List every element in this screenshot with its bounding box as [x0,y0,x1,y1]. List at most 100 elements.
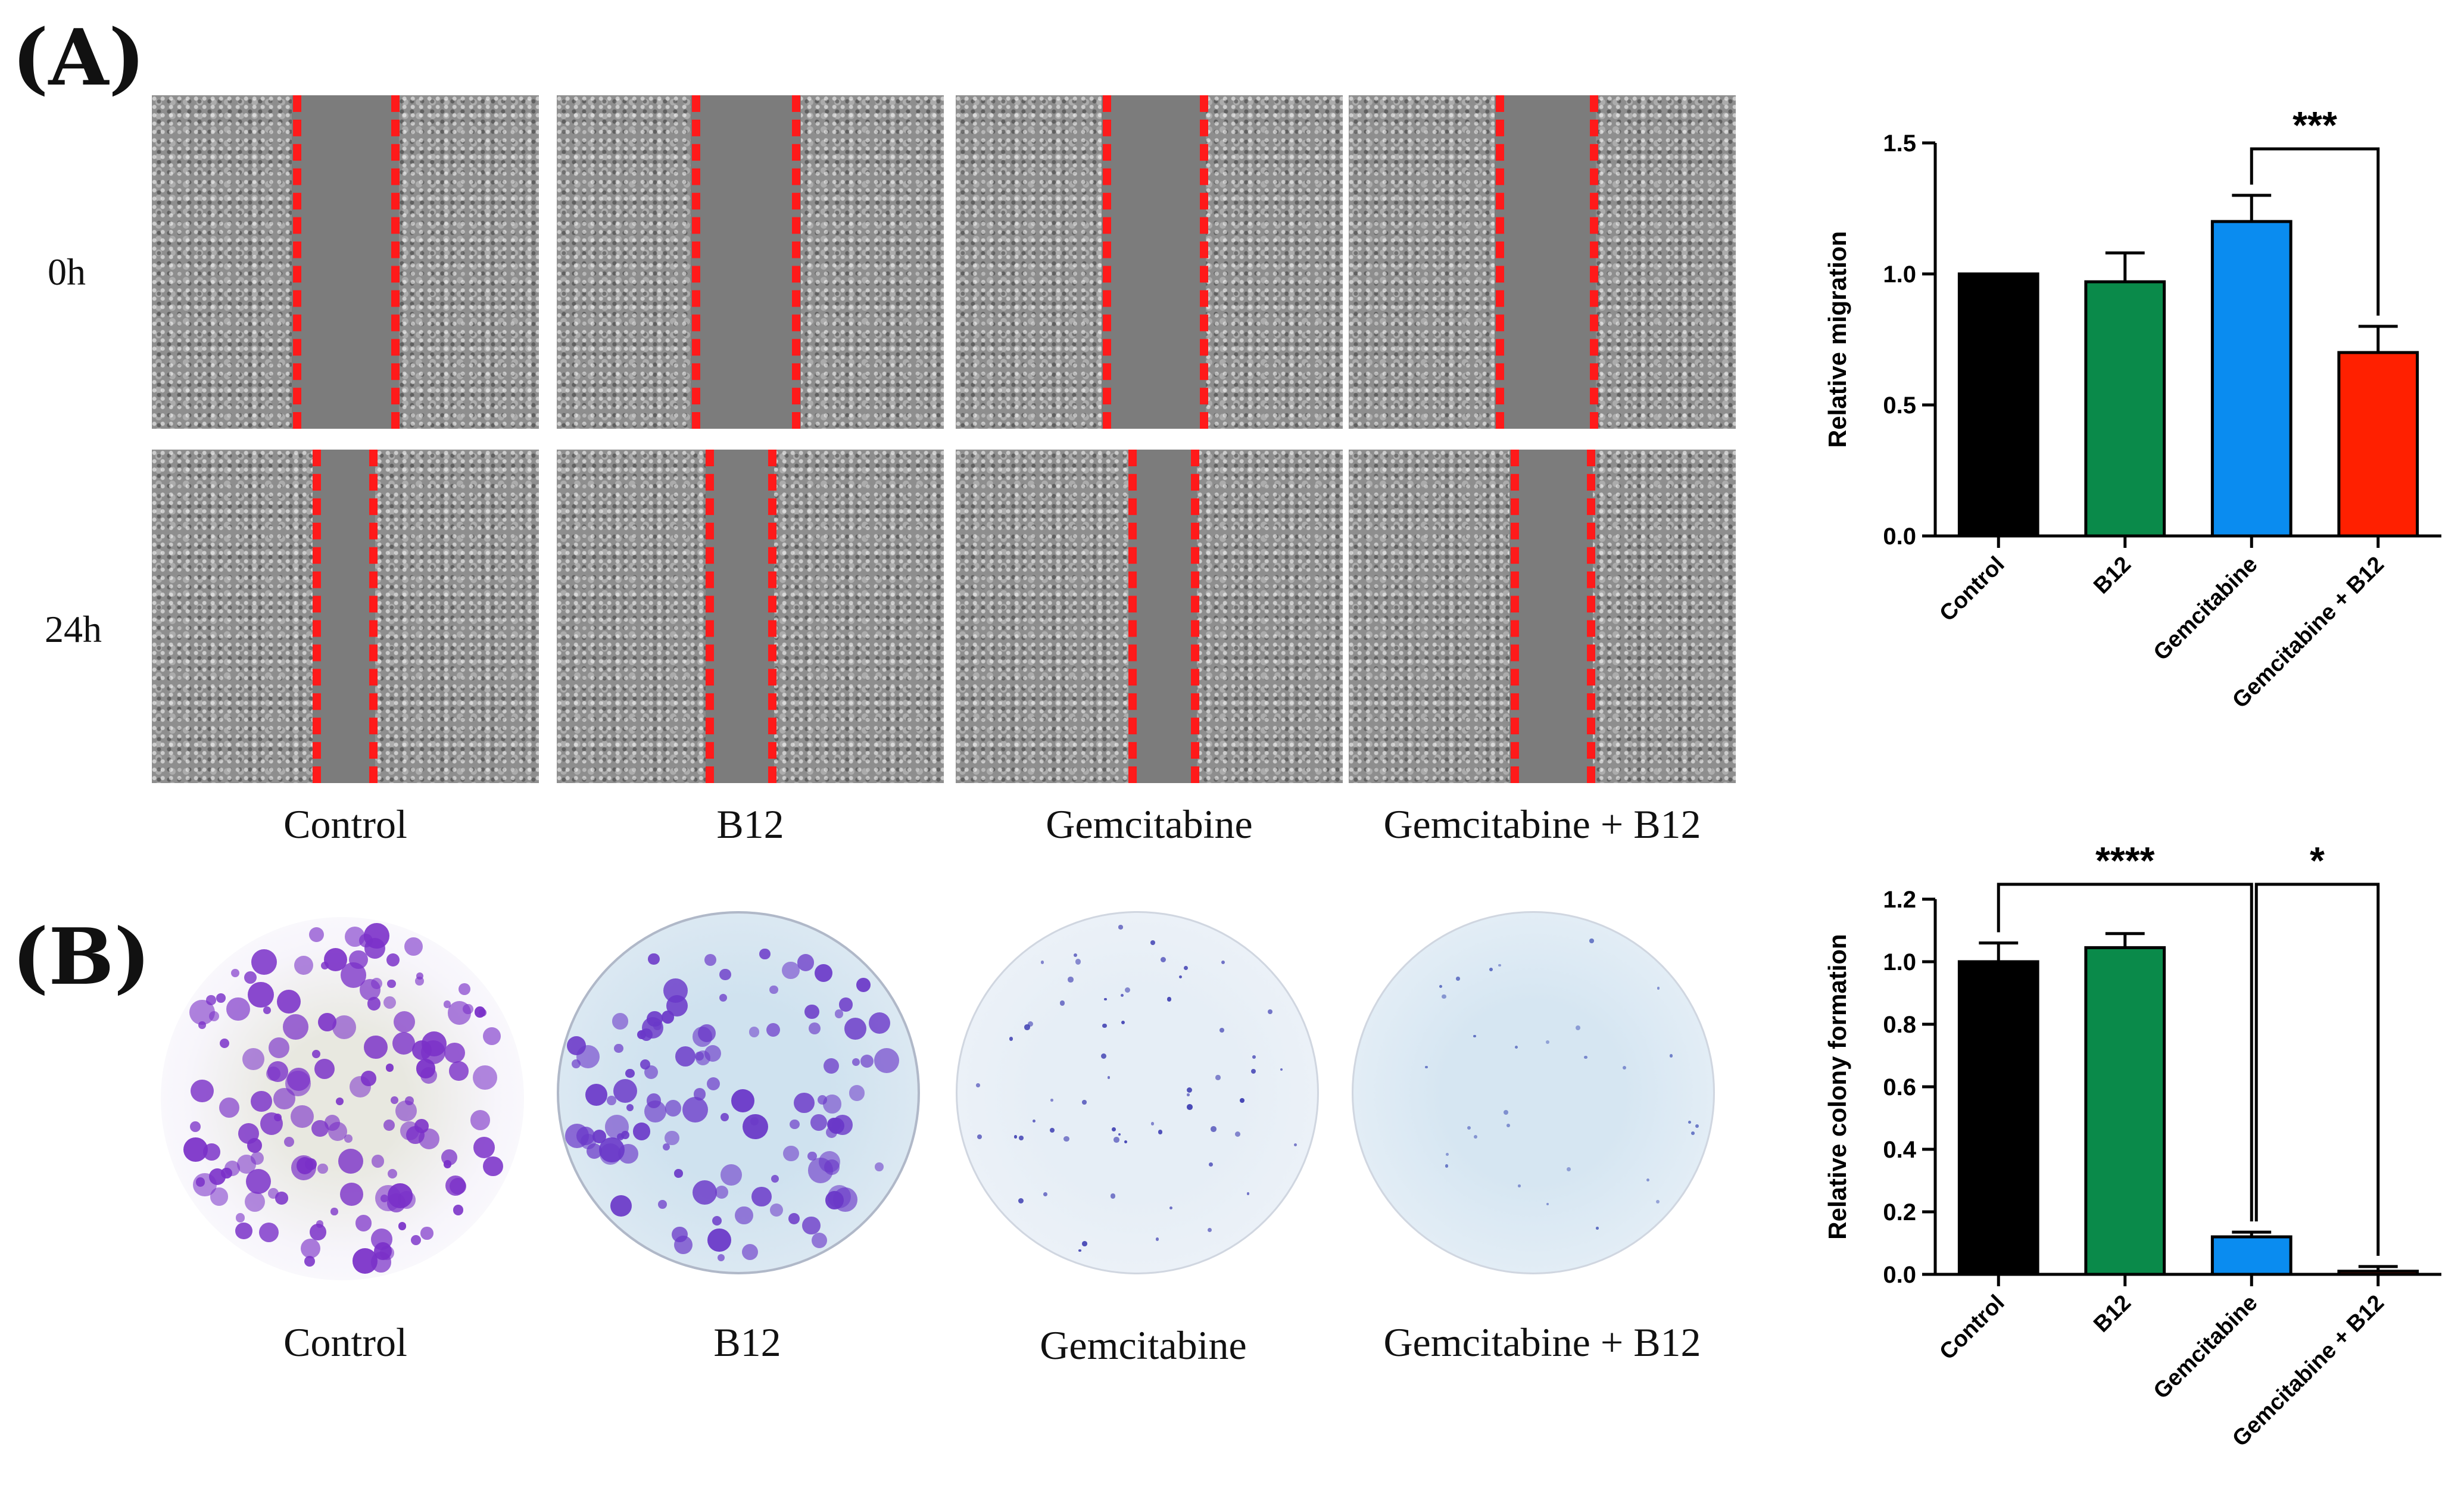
colony-spot [751,1186,772,1207]
colony-spot [383,1120,395,1131]
colony-spot [868,1012,890,1034]
colony-spot [1425,1065,1428,1069]
scratch-edge-line [768,450,776,783]
colony-spot [251,949,277,975]
colony-spot [658,1199,668,1209]
colony-spot [720,1164,742,1186]
colony-spot [750,1117,759,1126]
colony-spot [443,1160,451,1168]
colony-spot [1234,1131,1240,1137]
colony-spot [296,1156,314,1174]
colony-spot [388,1169,398,1179]
colony-spot [386,953,400,967]
colony-spot [458,983,470,995]
colony-spot [1018,1198,1024,1204]
colony-spot [741,1243,758,1260]
colony-spot [388,1183,413,1208]
colony-spot [1187,1103,1193,1110]
colony-spot [665,1100,682,1117]
group-label-control-b: Control [283,1320,407,1365]
colony-spot [1657,987,1660,990]
scratch-image-gemcitabine-b12-24h [1349,450,1736,783]
colony-spot [317,1163,328,1174]
colony-spot [235,1222,252,1240]
colony-spot [449,1061,469,1081]
colony-spot [226,997,250,1021]
group-label-gemcitabine-b: Gemcitabine [1040,1323,1247,1368]
colony-spot [712,1215,722,1226]
colony-spot [626,1104,634,1112]
colony-spot [398,1222,406,1230]
colony-spot [444,1042,465,1064]
colony-spot [1250,1069,1256,1074]
colony-spot [856,977,871,993]
colony-spot [231,968,240,977]
colony-spot [1150,1122,1155,1125]
colony-spot [291,1105,314,1128]
colony-spot [328,1122,347,1141]
colony-spot [826,1117,841,1131]
colony-spot [1169,1206,1173,1210]
colony-spot [1078,1249,1081,1252]
colony-spot [644,1100,667,1123]
colony-spot [1219,1028,1224,1033]
colony-spot [1059,1000,1065,1006]
scratch-image-control-24h [152,450,539,783]
y-tick-label: 0.2 [1883,1199,1916,1226]
colony-spot [1208,1162,1213,1167]
scratch-edge-line [792,95,800,429]
colony-spot [367,997,380,1011]
group-label-gemcitabine-a: Gemcitabine [1046,802,1253,847]
colony-spot [838,997,853,1012]
colony-spot [198,1021,206,1029]
colony-spot [1111,1127,1116,1131]
colony-spot [1545,1040,1549,1044]
scratch-edge-line [1191,450,1199,783]
row-label-0h: 0h [48,251,86,293]
colony-spot [237,1155,256,1174]
colony-spot [1546,1203,1549,1206]
colony-spot [421,1031,447,1057]
x-tick-label: Gemcitabine [2149,1290,2263,1404]
colony-spot [206,995,216,1005]
colony-spot [789,1119,800,1130]
colony-spot [1102,1024,1107,1028]
colony-spot [285,1071,311,1096]
colony-spot [453,1205,464,1215]
colony-spot [1160,957,1166,963]
scratch-edge-line [369,450,378,783]
bar [2337,351,2419,538]
colony-spot [244,971,257,984]
colony-spot [834,1009,844,1018]
colony-spot [849,1084,865,1101]
colony-spot [209,1011,219,1022]
scratch-edge-line [1200,95,1208,429]
scratch-image-gemcitabine-b12-0h [1349,95,1736,429]
colony-spot [391,1096,399,1104]
colony-spot [224,1161,241,1177]
colony-spot [332,1015,356,1040]
colony-spot [483,1156,503,1177]
colony-spot [1446,1153,1449,1156]
colony-spot [599,1143,622,1165]
bar [1957,272,2039,538]
colony-spot [811,1233,827,1249]
colony-spot [613,1043,623,1053]
colony-spot [219,1097,239,1118]
colony-spot [312,1049,321,1058]
colony-spot [283,1014,309,1040]
colony-spot [1009,1037,1013,1041]
colony-spot [1280,1068,1283,1071]
colony-spot [355,1215,372,1231]
scratch-edge-line [706,450,714,783]
colony-spot [825,1191,844,1210]
colony-spot [267,1061,288,1082]
colony-spot [817,1095,827,1105]
colony-spot [648,953,660,965]
scratch-edge-line [391,95,400,429]
y-tick-label: 0.6 [1883,1074,1916,1100]
colony-spot [1100,1053,1107,1059]
colony-spot [1027,1021,1034,1027]
colony-spot [566,1036,586,1055]
colony-spot [852,1058,860,1067]
